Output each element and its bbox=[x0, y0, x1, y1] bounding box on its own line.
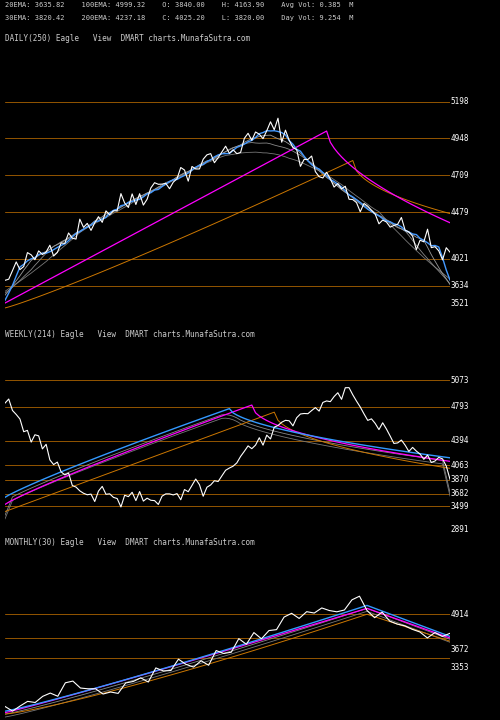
Text: 3634: 3634 bbox=[451, 282, 469, 290]
Text: 5198: 5198 bbox=[451, 97, 469, 106]
Text: 4709: 4709 bbox=[451, 171, 469, 180]
Text: WEEKLY(214) Eagle   View  DMART charts.MunafaSutra.com: WEEKLY(214) Eagle View DMART charts.Muna… bbox=[5, 330, 255, 338]
Text: 2891: 2891 bbox=[451, 525, 469, 534]
Text: 4063: 4063 bbox=[451, 461, 469, 470]
Text: 5073: 5073 bbox=[451, 376, 469, 384]
Text: 4914: 4914 bbox=[451, 610, 469, 618]
Text: 3353: 3353 bbox=[451, 662, 469, 672]
Text: DAILY(250) Eagle   View  DMART charts.MunafaSutra.com: DAILY(250) Eagle View DMART charts.Munaf… bbox=[5, 35, 250, 43]
Text: 20EMA: 3635.82    100EMA: 4999.32    O: 3840.00    H: 4163.90    Avg Vol: 0.385 : 20EMA: 3635.82 100EMA: 4999.32 O: 3840.0… bbox=[5, 1, 354, 8]
Text: 4021: 4021 bbox=[451, 254, 469, 264]
Text: 3672: 3672 bbox=[451, 645, 469, 654]
Text: 30EMA: 3820.42    200EMA: 4237.18    C: 4025.20    L: 3820.00    Day Vol: 9.254 : 30EMA: 3820.42 200EMA: 4237.18 C: 4025.2… bbox=[5, 14, 354, 21]
Text: 3499: 3499 bbox=[451, 502, 469, 510]
Text: MONTHLY(30) Eagle   View  DMART charts.MunafaSutra.com: MONTHLY(30) Eagle View DMART charts.Muna… bbox=[5, 539, 255, 547]
Text: 4948: 4948 bbox=[451, 134, 469, 143]
Text: 3870: 3870 bbox=[451, 475, 469, 484]
Text: 3682: 3682 bbox=[451, 490, 469, 498]
Text: 4479: 4479 bbox=[451, 207, 469, 217]
Text: 3521: 3521 bbox=[451, 299, 469, 307]
Text: 4793: 4793 bbox=[451, 402, 469, 411]
Text: 4394: 4394 bbox=[451, 436, 469, 445]
